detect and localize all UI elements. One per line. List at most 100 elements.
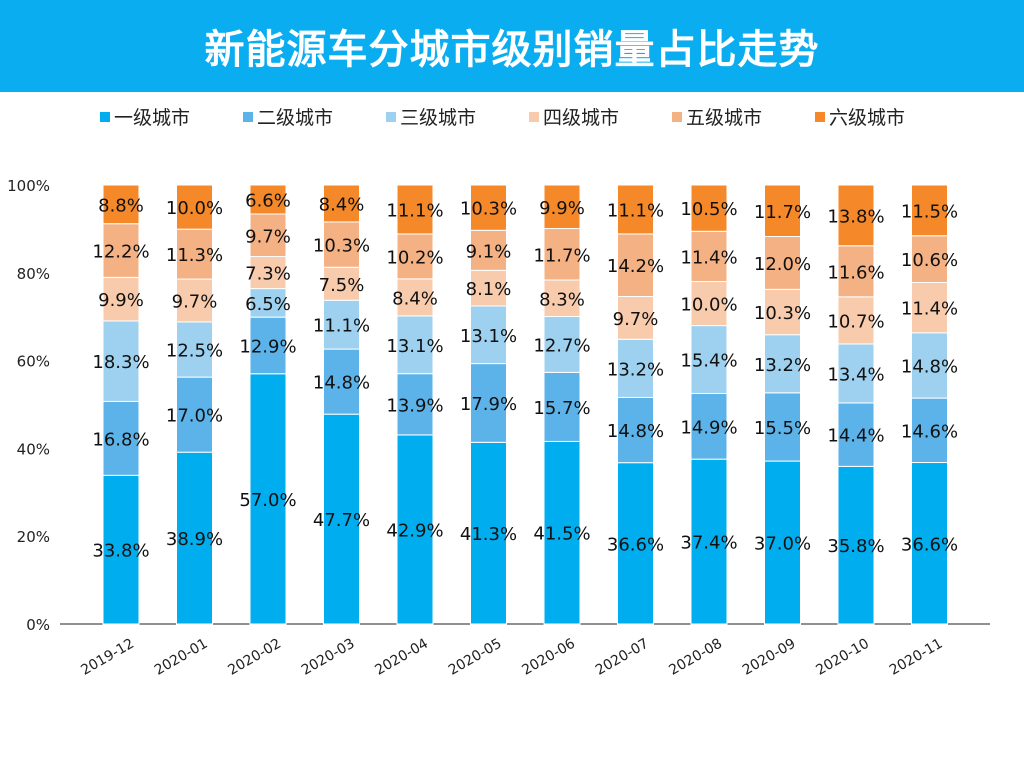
data-label: 10.3% xyxy=(754,303,811,324)
x-tick-label: 2020-06 xyxy=(519,636,578,679)
bar-segment xyxy=(690,392,728,460)
bar-segment xyxy=(176,376,213,453)
bar-segment xyxy=(837,465,875,625)
data-label: 10.0% xyxy=(166,198,223,219)
data-label: 13.1% xyxy=(386,336,443,357)
x-tick-label: 2020-01 xyxy=(152,636,211,679)
bar-segment xyxy=(102,223,140,278)
data-label: 11.5% xyxy=(901,201,958,222)
bar-segment xyxy=(690,458,728,625)
bar-segment xyxy=(837,296,875,345)
data-label: 6.6% xyxy=(245,190,291,211)
data-label: 15.4% xyxy=(680,351,737,372)
data-label: 36.6% xyxy=(607,534,664,555)
data-label: 8.4% xyxy=(319,194,365,215)
legend-swatch xyxy=(672,111,682,122)
bar-segment xyxy=(176,228,213,280)
data-label: 15.7% xyxy=(533,398,590,419)
legend-swatch xyxy=(529,111,539,122)
x-tick-label: 2020-02 xyxy=(225,636,284,679)
data-label: 10.0% xyxy=(680,295,737,316)
data-label: 14.8% xyxy=(313,373,370,394)
data-label: 9.9% xyxy=(98,290,144,311)
data-label: 14.9% xyxy=(680,417,737,438)
data-label: 36.6% xyxy=(901,534,958,555)
x-tick-label: 2020-03 xyxy=(299,636,358,679)
data-label: 8.4% xyxy=(392,288,438,309)
legend-item: 三级城市 xyxy=(386,103,529,130)
data-label: 11.4% xyxy=(680,247,737,268)
chart-title: 新能源车分城市级别销量占比走势 xyxy=(204,27,820,73)
bar-segment xyxy=(543,228,581,281)
data-label: 11.4% xyxy=(901,299,958,320)
legend: 一级城市 二级城市 三级城市 四级城市 五级城市 六级城市 xyxy=(100,103,958,130)
data-label: 12.7% xyxy=(533,335,590,356)
bar-segment xyxy=(543,279,581,318)
data-label: 14.6% xyxy=(901,421,958,442)
x-tick-label: 2020-04 xyxy=(372,636,431,679)
bar-segment xyxy=(323,266,360,301)
legend-label: 六级城市 xyxy=(829,107,906,129)
title-bar: 新能源车分城市级别销量占比走势 xyxy=(0,0,1024,92)
bar-segment xyxy=(617,296,654,340)
data-label: 35.8% xyxy=(827,536,884,557)
bar-segment xyxy=(911,184,948,237)
bar-segment xyxy=(690,325,728,394)
x-tick-label: 2020-10 xyxy=(813,636,872,679)
data-label: 9.9% xyxy=(539,198,585,219)
data-label: 17.0% xyxy=(166,406,223,427)
data-label: 37.0% xyxy=(754,534,811,555)
legend-swatch xyxy=(386,111,396,122)
data-label: 14.8% xyxy=(901,356,958,377)
data-label: 41.5% xyxy=(533,524,590,545)
legend-swatch xyxy=(100,111,110,122)
legend-label: 一级城市 xyxy=(114,107,191,129)
data-label: 33.8% xyxy=(92,541,149,562)
bar-segment xyxy=(911,332,948,399)
bar-segment xyxy=(396,233,434,280)
bar-segment xyxy=(690,281,728,327)
data-label: 47.7% xyxy=(313,510,370,531)
data-label: 9.7% xyxy=(613,309,659,330)
data-label: 14.2% xyxy=(607,256,664,277)
bar-segment xyxy=(543,371,581,442)
data-label: 11.1% xyxy=(607,200,664,221)
bar-segment xyxy=(249,256,287,290)
data-label: 10.7% xyxy=(827,311,884,332)
data-label: 13.1% xyxy=(460,326,517,347)
data-label: 15.5% xyxy=(754,418,811,439)
bar-segment xyxy=(396,184,434,235)
bar-segment xyxy=(396,278,434,317)
y-tick-label: 40% xyxy=(17,440,50,458)
bar-segment xyxy=(102,320,140,402)
legend-item: 五级城市 xyxy=(672,103,815,130)
data-label: 14.8% xyxy=(607,421,664,442)
data-label: 17.9% xyxy=(460,394,517,415)
data-label: 11.3% xyxy=(166,245,223,266)
data-label: 13.2% xyxy=(607,359,664,380)
data-label: 12.0% xyxy=(754,254,811,275)
bar-segment xyxy=(617,233,654,298)
bar-segment xyxy=(617,184,654,235)
bar-segment xyxy=(102,184,140,225)
bar-segment xyxy=(323,221,360,268)
x-tick-label: 2020-11 xyxy=(887,636,946,679)
bar-segment xyxy=(102,400,140,476)
bar-segment xyxy=(396,373,434,436)
data-label: 16.8% xyxy=(92,429,149,450)
data-label: 6.5% xyxy=(245,294,291,315)
data-label: 11.1% xyxy=(313,316,370,337)
x-tick-label: 2020-05 xyxy=(446,636,505,679)
data-label: 13.4% xyxy=(827,364,884,385)
legend-item: 六级城市 xyxy=(815,103,958,130)
legend-label: 二级城市 xyxy=(257,107,334,129)
x-tick-label: 2020-09 xyxy=(740,636,799,679)
data-label: 9.7% xyxy=(172,291,218,312)
bar-segment xyxy=(176,184,213,230)
bar-segment xyxy=(396,434,434,625)
data-label: 11.6% xyxy=(827,262,884,283)
bar-segment xyxy=(249,373,287,625)
data-label: 18.3% xyxy=(92,352,149,373)
data-label: 41.3% xyxy=(460,524,517,545)
